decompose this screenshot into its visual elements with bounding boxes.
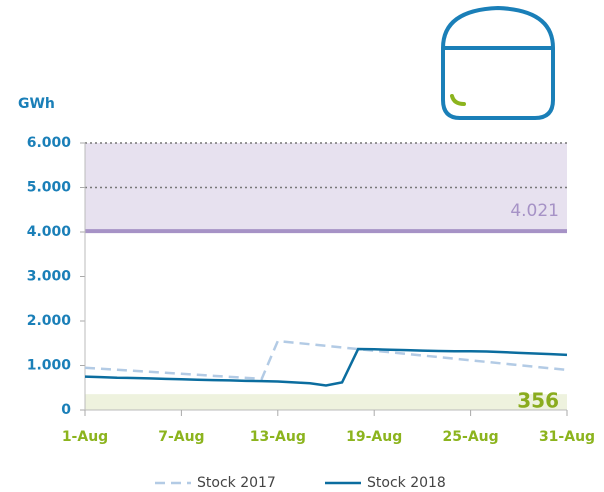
y-tick-label: 2.000 — [27, 313, 72, 329]
y-tick-label: 0 — [61, 402, 71, 418]
tank-icon — [441, 5, 555, 120]
y-tick-label: 4.000 — [27, 224, 72, 240]
tank-gauge — [450, 94, 466, 106]
upper-band-label: 4.021 — [510, 201, 559, 221]
x-tick-label: 19-Aug — [346, 429, 402, 445]
x-tick-label: 7-Aug — [158, 429, 204, 445]
series-line — [84, 347, 568, 387]
x-tick-label: 31-Aug — [539, 429, 595, 445]
x-tick-label: 25-Aug — [443, 429, 499, 445]
y-tick-label: 1.000 — [27, 358, 72, 374]
x-tick-label: 13-Aug — [250, 429, 306, 445]
lower-band — [85, 394, 567, 410]
legend-label: Stock 2018 — [367, 475, 446, 491]
y-tick-label: 6.000 — [27, 135, 72, 151]
lower-band-label: 356 — [517, 389, 559, 413]
y-tick-label: 5.000 — [27, 180, 72, 196]
y-tick-label: 3.000 — [27, 269, 72, 285]
series-line — [84, 339, 568, 381]
x-tick-label: 1-Aug — [62, 429, 108, 445]
y-axis-label: GWh — [18, 96, 55, 112]
legend-label: Stock 2017 — [197, 475, 276, 491]
